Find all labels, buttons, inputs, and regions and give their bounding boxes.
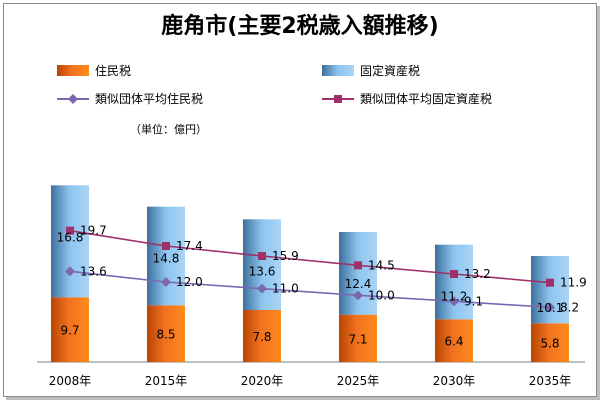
bar-property-tax-0	[51, 185, 89, 298]
unit-label: （単位：億円）	[130, 122, 207, 136]
line-avg-property-tax	[69, 229, 551, 284]
x-tick-label-4: 2030年	[433, 374, 476, 388]
x-tick-label-5: 2035年	[529, 374, 572, 388]
bar-property-tax-1	[147, 206, 185, 306]
data-label-resident-tax-4: 6.4	[444, 335, 463, 349]
point-avg-property-tax-5	[546, 278, 554, 287]
data-label-resident-tax-1: 8.5	[156, 328, 175, 342]
line-avg-resident-tax	[69, 270, 551, 309]
point-avg-resident-tax-1	[161, 277, 171, 287]
data-label-resident-tax-2: 7.8	[252, 330, 271, 344]
data-label-property-tax-5: 10.1	[537, 301, 564, 315]
bar-resident-tax-0	[51, 297, 89, 362]
bars	[51, 185, 569, 362]
bar-resident-tax-3	[339, 314, 377, 362]
legend-label-avg-property-tax: 類似団体平均固定資産税	[360, 91, 492, 106]
x-tick-label-1: 2015年	[145, 374, 188, 388]
data-label-property-tax-4: 11.2	[441, 290, 468, 304]
data-label-avg-property-tax-0: 19.7	[80, 224, 107, 238]
data-label-resident-tax-0: 9.7	[60, 324, 79, 338]
x-tick-label-2: 2020年	[241, 374, 284, 388]
point-avg-property-tax-3	[354, 261, 362, 270]
data-label-avg-property-tax-5: 11.9	[560, 276, 587, 290]
data-label-avg-resident-tax-4: 9.1	[464, 294, 483, 308]
data-label-avg-property-tax-1: 17.4	[176, 239, 203, 253]
bar-resident-tax-5	[531, 323, 569, 362]
data-label-resident-tax-3: 7.1	[348, 332, 367, 346]
chart-title: 鹿角市(主要2税歳入額推移)	[161, 13, 438, 39]
data-label-avg-resident-tax-3: 10.0	[368, 288, 395, 302]
data-label-avg-resident-tax-0: 13.6	[80, 264, 107, 278]
legend-swatch-resident-tax	[57, 65, 89, 76]
bar-property-tax-2	[243, 219, 281, 310]
x-tick-label-3: 2025年	[337, 374, 380, 388]
bar-resident-tax-4	[435, 319, 473, 362]
legend-marker-avg-property-tax	[334, 95, 342, 103]
legend-label-resident-tax: 住民税	[95, 64, 131, 78]
data-labels: 9.7 16.8 8.5 14.8 7.8 13.6 7.1 12.4 6.4 11.2 5.8 10…	[57, 224, 587, 351]
data-label-avg-property-tax-4: 13.2	[464, 267, 491, 281]
x-tick-label-0: 2008年	[49, 374, 92, 388]
data-label-avg-resident-tax-2: 11.0	[272, 282, 299, 296]
bar-resident-tax-2	[243, 310, 281, 362]
lines	[65, 226, 555, 313]
data-label-property-tax-3: 12.4	[345, 277, 372, 291]
point-avg-property-tax-1	[162, 242, 170, 250]
point-avg-property-tax-2	[258, 252, 266, 260]
bar-property-tax-3	[339, 232, 377, 315]
point-avg-resident-tax-2	[257, 283, 267, 294]
point-avg-property-tax-0	[66, 226, 74, 235]
point-avg-resident-tax-3	[353, 290, 363, 301]
point-avg-resident-tax-0	[65, 266, 75, 277]
data-label-resident-tax-5: 5.8	[540, 337, 559, 351]
point-avg-property-tax-4	[450, 270, 458, 278]
bar-property-tax-4	[435, 244, 473, 320]
point-avg-resident-tax-5	[545, 302, 555, 313]
data-label-avg-resident-tax-5: 8.2	[560, 300, 579, 314]
data-label-avg-property-tax-3: 14.5	[368, 258, 395, 272]
legend-label-avg-resident-tax: 類似団体平均住民税	[95, 92, 203, 106]
data-label-property-tax-2: 13.6	[249, 264, 276, 278]
data-label-avg-resident-tax-1: 12.0	[176, 275, 203, 289]
point-avg-resident-tax-4	[449, 296, 459, 307]
data-label-avg-property-tax-2: 15.9	[272, 249, 299, 263]
x-tick-labels: 2008年 2015年 2020年 2025年 2030年 2035年	[49, 374, 572, 388]
bar-resident-tax-1	[147, 305, 185, 362]
legend-label-property-tax: 固定資産税	[360, 63, 420, 78]
data-label-property-tax-1: 14.8	[153, 252, 180, 266]
data-label-property-tax-0: 16.8	[57, 230, 84, 244]
legend-marker-avg-resident-tax	[68, 94, 78, 104]
chart-frame	[3, 3, 597, 397]
legend: 住民税 固定資産税 類似団体平均住民税 類似団体平均固定資産税	[57, 63, 492, 106]
legend-swatch-property-tax	[322, 65, 354, 76]
